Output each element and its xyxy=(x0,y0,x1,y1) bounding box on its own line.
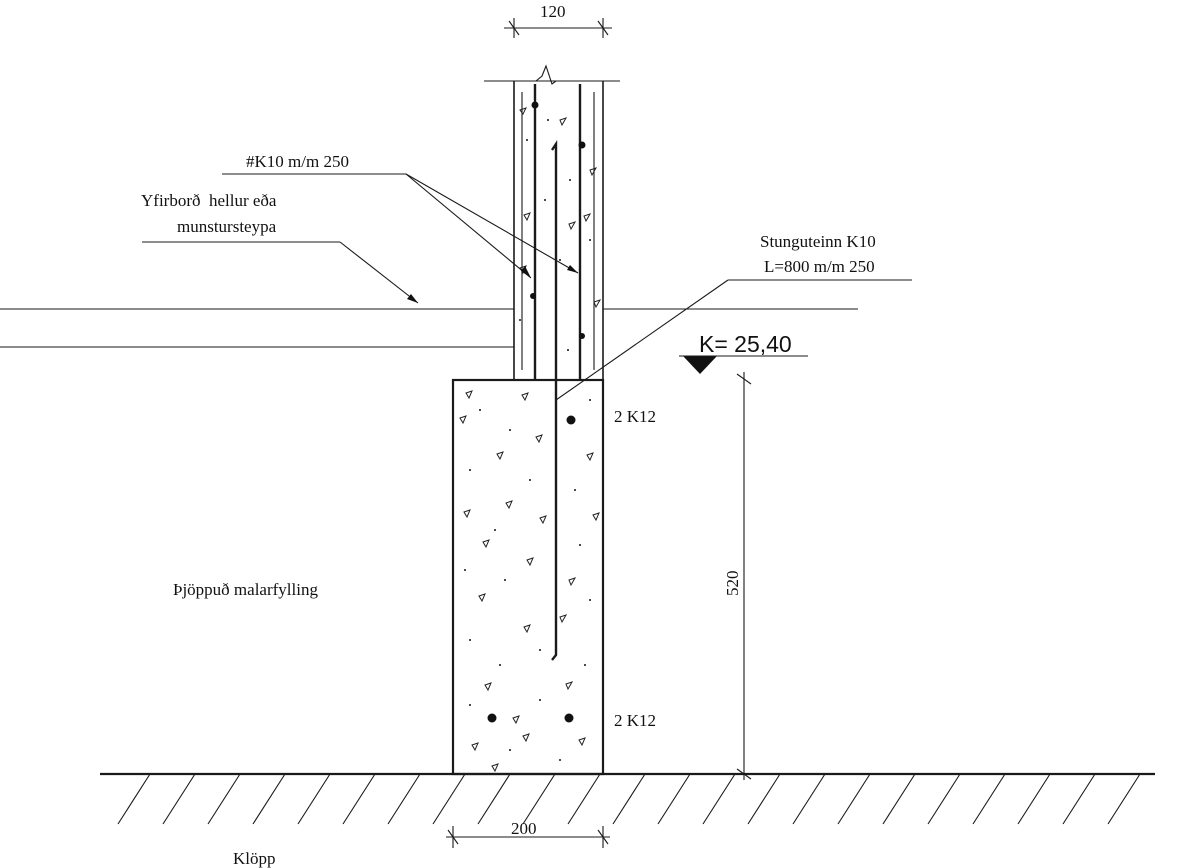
fill-label: Þjöppuð malarfylling xyxy=(173,580,318,599)
rebar-sections xyxy=(487,101,586,723)
dimension-footing-height xyxy=(736,372,752,780)
rebar-mesh-label: #K10 m/m 250 xyxy=(246,152,349,171)
wall-vertical-rebars xyxy=(521,84,595,380)
bedrock-label: Klöpp xyxy=(233,849,276,868)
surface-label-line1: Yfirborð hellur eða xyxy=(141,191,277,210)
dimension-wall-width xyxy=(504,18,612,38)
level-marker xyxy=(679,355,808,374)
bottom-bars-label: 2 K12 xyxy=(614,711,656,730)
surface-label-line2: munstursteypa xyxy=(177,217,277,236)
dimension-wall-width-label: 120 xyxy=(540,2,566,21)
ground-surface-lines xyxy=(0,308,858,348)
bedrock-hatch xyxy=(100,772,1155,825)
dimension-footing-width-label: 200 xyxy=(511,819,537,838)
level-marker-label: K= 25,40 xyxy=(699,331,792,357)
dimension-footing-width xyxy=(446,826,610,848)
dowel-label-line1: Stunguteinn K10 xyxy=(760,232,876,251)
dowel-bar xyxy=(551,140,558,661)
leader-lines xyxy=(142,173,912,401)
dowel-label-line2: L=800 m/m 250 xyxy=(764,257,875,276)
wall-stem xyxy=(484,64,620,380)
dimension-footing-height-label: 520 xyxy=(723,571,742,597)
top-bars-label: 2 K12 xyxy=(614,407,656,426)
footing xyxy=(451,378,605,776)
